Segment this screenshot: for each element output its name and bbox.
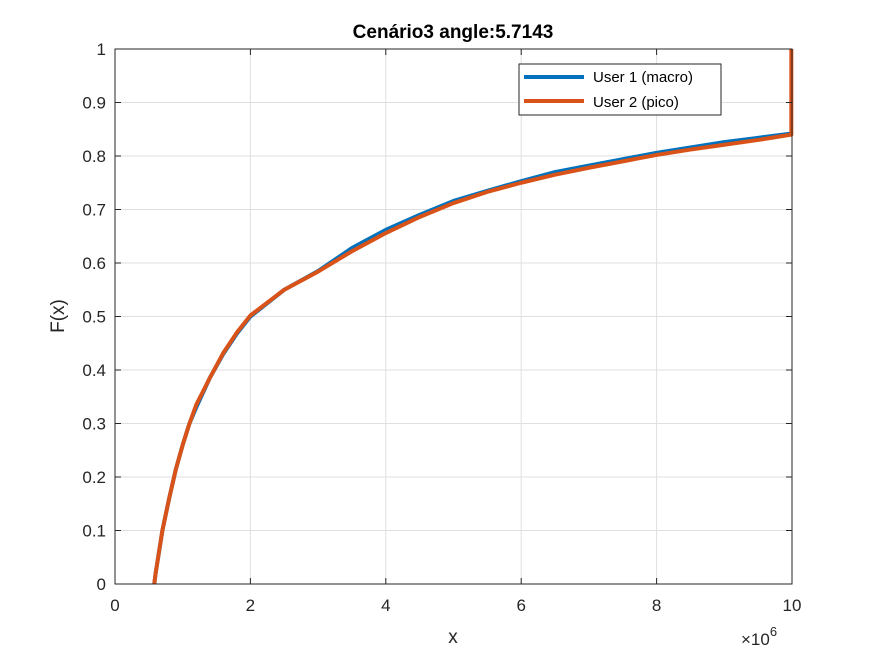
y-tick-label: 0.2 (82, 468, 106, 487)
y-tick-label: 0.4 (82, 361, 106, 380)
x-axis-multiplier-exponent: 6 (770, 624, 777, 639)
x-axis-multiplier-base: ×10 (741, 630, 770, 649)
axis-ticks: 0 2 4 6 8 10 0 0.1 0.2 0.3 0.4 0.5 0.6 0.7 0.8 0.9 1 (82, 40, 801, 615)
y-tick-label: 0.1 (82, 522, 106, 541)
series-layer (152, 49, 794, 585)
legend-label-user2: User 2 (pico) (593, 94, 679, 111)
y-tick-label: 0.7 (82, 201, 106, 220)
x-tick-label: 0 (110, 596, 119, 615)
x-tick-label: 2 (246, 596, 255, 615)
x-axis-multiplier: ×106 (741, 624, 777, 649)
y-tick-label: 0.5 (82, 308, 106, 327)
y-tick-label: 1 (97, 40, 106, 59)
y-tick-label: 0 (97, 575, 106, 594)
legend-label-user1: User 1 (macro) (593, 69, 693, 86)
x-tick-label: 10 (783, 596, 802, 615)
y-axis-label: F(x) (48, 299, 69, 333)
x-tick-label: 4 (381, 596, 390, 615)
chart-title: Cenário3 angle:5.7143 (353, 22, 554, 43)
x-tick-label: 8 (652, 596, 661, 615)
series-line-user2 (152, 49, 794, 585)
x-axis-label: x (448, 627, 458, 648)
legend: User 1 (macro) User 2 (pico) (518, 63, 722, 116)
legend-box (518, 63, 722, 116)
y-tick-label: 0.6 (82, 254, 106, 273)
x-tick-label: 6 (516, 596, 525, 615)
y-tick-label: 0.3 (82, 415, 106, 434)
y-tick-label: 0.8 (82, 147, 106, 166)
y-tick-label: 0.9 (82, 94, 106, 113)
